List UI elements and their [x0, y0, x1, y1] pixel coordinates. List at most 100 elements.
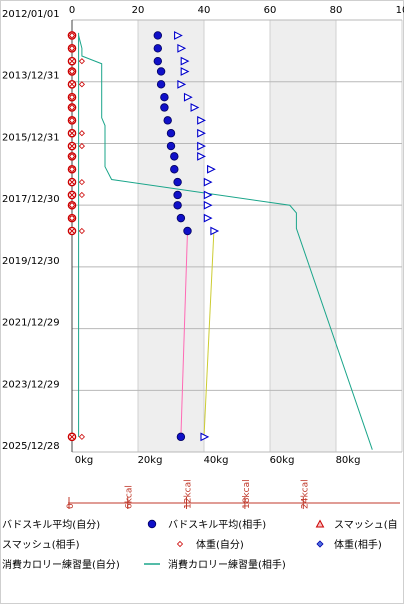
bottom-tick-label: 80kg	[336, 455, 361, 466]
point-diamond-10	[68, 153, 76, 160]
point-diamond-3	[68, 68, 76, 75]
point-filled-circle-10	[170, 152, 179, 161]
point-filled-circle-0	[153, 31, 162, 40]
calorie-axis: 0 6kcal 12kcal 18kcal 24kcal	[66, 479, 400, 509]
point-filled-circle-12	[173, 177, 182, 187]
legend-item: バドスキル平均(相手)	[147, 518, 266, 531]
point-triangle-right-0	[174, 31, 183, 40]
point-filled-circle-14	[173, 201, 182, 210]
point-diamond-1	[68, 45, 76, 52]
calorie-tick-label: 6kcal	[125, 485, 135, 509]
y-tick-label: 2025/12/28	[2, 441, 60, 452]
point-triangle-right-13	[203, 190, 213, 200]
top-tick-label: 80	[330, 5, 343, 16]
point-filled-circle-11	[170, 165, 179, 174]
y-tick-label: 2019/12/30	[2, 256, 60, 267]
point-diamond-15	[68, 215, 76, 222]
series-lines	[78, 32, 373, 450]
point-circle-x-13	[67, 190, 77, 200]
legend-item: スマッシュ(相手)	[2, 538, 80, 551]
calorie-tick-label: 0	[66, 503, 76, 509]
shaded-band-1	[270, 20, 336, 452]
point-diamond-8	[78, 130, 85, 137]
point-triangle-right-9	[197, 141, 206, 151]
point-diamond-14	[68, 202, 76, 209]
top-tick-label: 40	[198, 5, 211, 16]
legend-item: 体重(相手)	[316, 538, 382, 551]
point-circle-x-8	[67, 128, 77, 138]
point-circle-x-9	[67, 141, 77, 151]
point-diamond-4	[78, 81, 85, 88]
calorie-tick-label: 18kcal	[242, 479, 252, 509]
y-tick-label: 2023/12/29	[2, 379, 60, 390]
top-tick-label: 60	[264, 5, 277, 16]
calorie-tick-label: 12kcal	[183, 479, 193, 509]
point-triangle-right-11	[207, 164, 216, 174]
top-tick-label: 0	[69, 5, 75, 16]
y-tick-label: 2015/12/31	[2, 132, 60, 143]
point-diamond-16	[78, 227, 85, 235]
legend-item: スマッシュ(自	[315, 518, 398, 531]
point-filled-circle-5	[160, 92, 169, 102]
point-diamond-0	[68, 32, 76, 39]
legend-label: バドスキル平均(自分)	[2, 518, 100, 531]
point-filled-circle-2	[153, 56, 162, 66]
y-tick-label: 2017/12/30	[2, 194, 60, 205]
point-triangle-right-6	[190, 103, 200, 112]
point-triangle-right-1	[177, 43, 187, 53]
shaded-bands	[138, 20, 336, 452]
top-tick-label: 10	[396, 5, 404, 16]
point-circle-x-2	[67, 56, 77, 66]
legend-marker	[176, 540, 184, 548]
point-triangle-right-12	[203, 177, 213, 187]
point-triangle-right-2	[180, 56, 190, 66]
point-diamond-11	[68, 166, 76, 173]
legend-marker	[316, 540, 324, 548]
legend-label: 体重(自分)	[196, 538, 244, 551]
point-circle-x-12	[67, 177, 77, 187]
series-marks	[67, 31, 220, 442]
legend-item: 体重(自分)	[176, 538, 244, 551]
point-diamond-6	[68, 104, 76, 111]
legend-marker	[147, 519, 157, 529]
overlay-line-0	[180, 230, 188, 437]
point-filled-circle-6	[160, 103, 169, 112]
shaded-band-0	[138, 20, 204, 452]
point-diamond-12	[78, 179, 85, 186]
point-diamond-2	[78, 58, 85, 65]
point-filled-circle-4	[156, 80, 166, 89]
overlay-line-1	[203, 230, 215, 437]
y-tick-label: 2013/12/31	[2, 71, 60, 82]
legend-label: スマッシュ(相手)	[2, 538, 80, 551]
point-circle-x-4	[67, 80, 77, 89]
legend-label: バドスキル平均(相手)	[168, 518, 266, 531]
bottom-tick-label: 40kg	[204, 455, 229, 466]
calorie-tick-label: 24kcal	[300, 479, 310, 509]
tick-labels: 0 20 40 60 80 10 2012/01/01 2013/12/31 2015/12/3…	[2, 5, 404, 466]
grid-lines	[71, 19, 403, 453]
point-diamond-7	[68, 117, 76, 124]
legend-item: バドスキル平均(自分)	[2, 518, 100, 531]
point-triangle-right-16	[210, 226, 220, 236]
point-filled-circle-15	[176, 213, 186, 223]
point-filled-circle-7	[163, 116, 172, 125]
bottom-tick-label: 20kg	[138, 455, 163, 466]
point-triangle-right-14	[203, 200, 213, 210]
point-diamond-5	[68, 94, 76, 101]
point-filled-circle-1	[153, 44, 162, 53]
point-triangle-right-5	[183, 92, 193, 102]
point-triangle-right-10	[197, 151, 206, 161]
y-tick-label: 2012/01/01	[2, 9, 60, 20]
legend-item: 消費カロリー練習量(相手)	[144, 558, 286, 571]
point-triangle-right-7	[197, 115, 206, 125]
point-filled-circle-8	[166, 129, 176, 138]
legend-label: スマッシュ(自	[334, 518, 398, 531]
point-triangle-right-3	[180, 67, 190, 76]
legend-label: 体重(相手)	[334, 538, 382, 551]
point-circle-x-17	[67, 432, 77, 442]
point-filled-circle-16	[183, 226, 192, 236]
point-circle-x-16	[67, 226, 77, 236]
top-tick-label: 20	[132, 5, 145, 16]
point-filled-circle-9	[166, 141, 176, 151]
